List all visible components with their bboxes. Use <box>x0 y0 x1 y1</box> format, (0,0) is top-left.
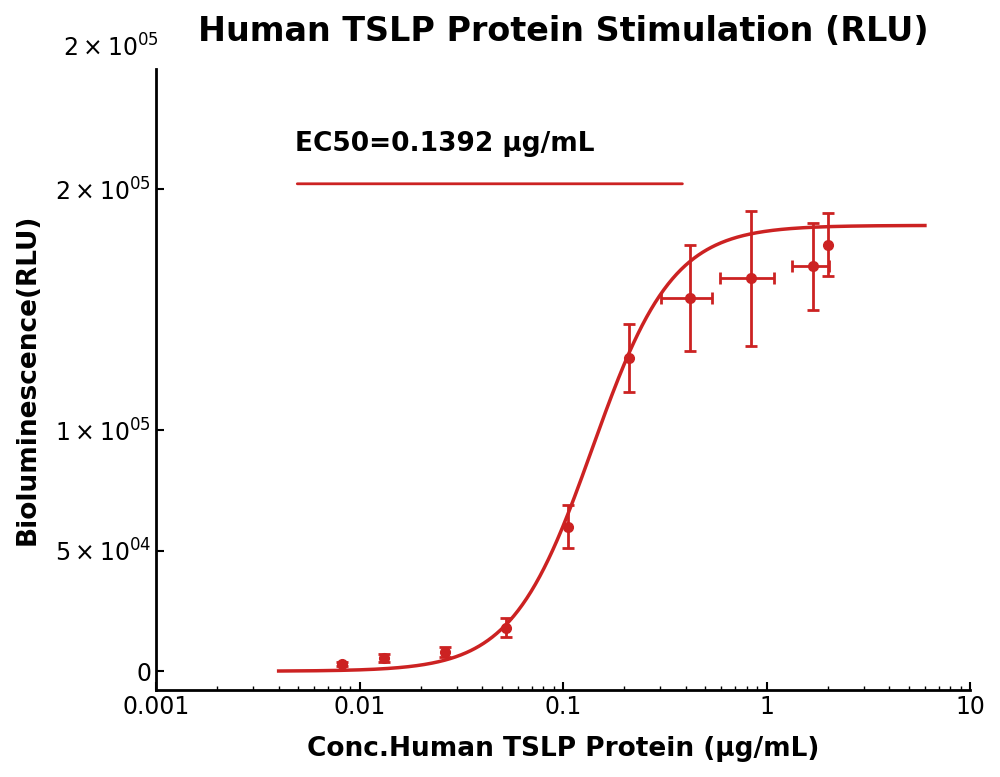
Text: $2\times10^{05}$: $2\times10^{05}$ <box>63 34 158 61</box>
Y-axis label: Bioluminescence(RLU): Bioluminescence(RLU) <box>15 214 41 545</box>
Title: Human TSLP Protein Stimulation (RLU): Human TSLP Protein Stimulation (RLU) <box>198 15 928 48</box>
Text: EC50=0.1392 μg/mL: EC50=0.1392 μg/mL <box>295 131 594 157</box>
X-axis label: Conc.Human TSLP Protein (μg/mL): Conc.Human TSLP Protein (μg/mL) <box>307 736 819 762</box>
